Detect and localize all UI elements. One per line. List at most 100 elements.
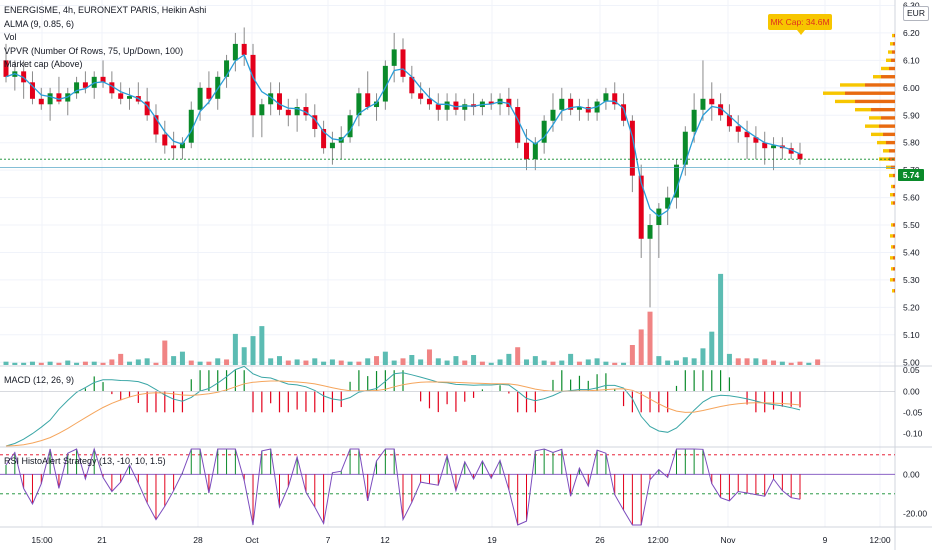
volume-bar [29,361,35,365]
volume-bar [250,336,256,365]
candle-body [127,96,133,99]
candle-body [753,137,759,143]
volume-bar [726,353,732,365]
time-tick-label: 7 [326,535,331,545]
macd-title[interactable]: MACD (12, 26, 9) [4,375,75,385]
volume-bar [365,358,371,365]
vpvr-bar-down [894,289,895,293]
candle-body [188,109,194,143]
candle-body [797,153,803,160]
volume-bar [559,360,565,365]
vpvr-bar-down [893,223,895,227]
vpvr-bar-down [893,173,895,178]
candle-body [56,93,62,102]
vpvr-bar-down [883,132,895,137]
time-tick-label: 26 [595,535,605,545]
candle-body [232,43,238,61]
candle-body [788,148,794,154]
candle-body [665,197,671,209]
candle-body [435,104,441,110]
vpvr-bar-up [869,116,881,120]
candle-body [3,60,9,77]
volume-bar [374,356,380,365]
candle-body [603,93,609,102]
volume-bar [329,359,335,365]
candle-body [197,87,203,110]
vpvr-bar-up [891,184,893,189]
candle-body [82,82,88,88]
vpvr-bar-up [865,124,879,128]
candle-body [541,120,547,143]
volume-bar [815,359,821,365]
vpvr-bar-down [886,140,895,145]
vpvr-bar-down [889,149,895,153]
vpvr-indicator-label[interactable]: VPVR (Number Of Rows, 75, Up/Down, 100) [4,45,184,56]
currency-badge[interactable]: EUR [903,6,929,21]
volume-bar [806,362,812,365]
price-tick-label: 5.30 [903,275,920,285]
candle-body [453,101,459,110]
macd-tick-label: -0.10 [903,428,923,438]
volume-bar [179,351,185,365]
volume-bar [21,362,27,365]
candle-body [109,82,115,94]
volume-bar [82,361,88,365]
volume-bar [3,361,9,365]
vpvr-bar-down [892,50,895,54]
candles-group [3,27,803,308]
candle-body [735,126,741,132]
vpvr-bar-down [871,107,895,112]
volume-indicator-label[interactable]: Vol [4,32,17,42]
candle-body [612,93,618,105]
volume-bar [515,347,521,365]
vpvr-bar-down [893,256,895,260]
vpvr-bar-up [891,223,893,227]
volume-bar [65,360,71,365]
volume-bar [568,353,574,365]
time-tick-label: 19 [487,535,497,545]
volume-bar [232,333,238,365]
vpvr-bar-down [893,184,895,189]
volume-bar [312,358,318,365]
candle-body [771,145,777,149]
vpvr-bar-up [873,75,881,79]
vpvr-bar-up [892,33,894,38]
candle-body [321,128,327,149]
volume-bar [418,359,424,365]
candle-body [224,60,230,77]
candle-body [726,115,732,127]
vpvr-bar-down [881,75,895,79]
volume-bar [321,361,327,365]
rsi-title[interactable]: RSI HistoAlert Strategy (13, -10, 10, 1.… [4,456,166,466]
rsi-group [0,447,895,526]
alma-indicator-label[interactable]: ALMA (9, 0.85, 6) [4,18,75,29]
vpvr-bar-up [835,99,855,104]
market-cap-indicator-label[interactable]: Market cap (Above) [4,59,83,69]
volume-bar [647,311,653,365]
volume-bar [471,355,477,365]
volume-bar [453,356,459,365]
vpvr-bar-up [891,245,893,249]
candle-body [568,98,574,110]
volume-bar [144,358,150,365]
volume-bar [356,361,362,365]
candle-body [647,225,653,239]
volume-bar [303,360,309,365]
volume-bar [621,362,627,365]
market-cap-label: MK Cap: 34.6M [768,14,832,35]
volume-bar [665,360,671,365]
candle-body [638,175,644,239]
volume-bar [224,359,230,365]
rsi-line [5,447,801,526]
volume-bar [709,331,715,365]
volume-bar [188,360,194,365]
candle-body [329,142,335,149]
candle-body [391,49,397,66]
volume-bar [479,361,485,365]
vpvr-bar-down [845,91,895,95]
volume-bar [771,360,777,365]
candle-body [585,107,591,113]
symbol-title[interactable]: ENERGISME, 4h, EURONEXT PARIS, Heikin As… [4,5,207,15]
volume-bar [294,359,300,365]
